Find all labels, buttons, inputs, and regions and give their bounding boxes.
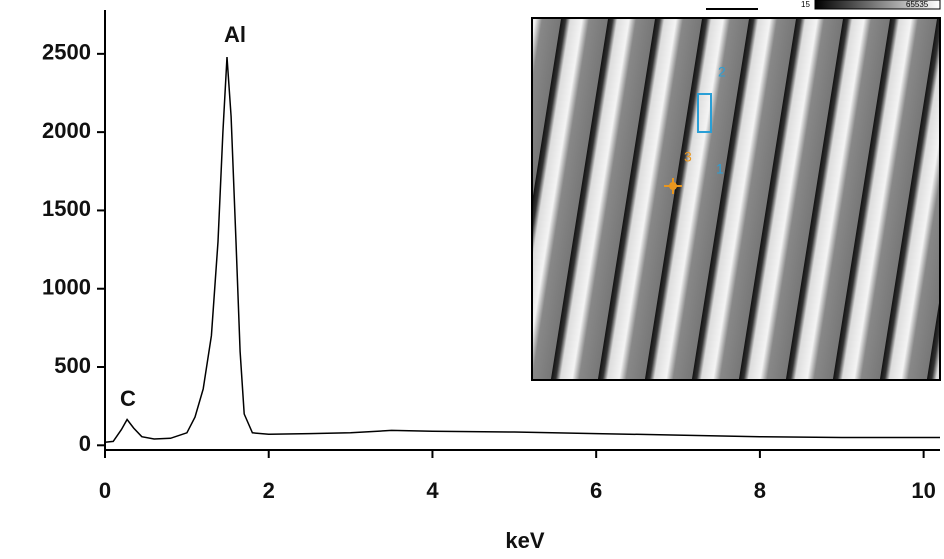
peak-label: Al [224,22,246,47]
y-tick-label: 0 [79,431,91,456]
region-label: 2 [718,64,726,80]
y-tick-label: 500 [54,353,91,378]
x-tick-label: 10 [911,478,935,503]
y-tick-label: 2000 [42,118,91,143]
x-tick-label: 2 [263,478,275,503]
x-axis-label: keV [505,528,544,553]
x-tick-label: 4 [426,478,439,503]
y-tick-label: 2500 [42,40,91,65]
x-tick-label: 6 [590,478,602,503]
colorbar-label: 65535 [906,0,929,9]
y-tick-label: 1000 [42,275,91,300]
region-label: 1 [716,161,724,177]
peak-label: C [120,386,136,411]
x-tick-label: 0 [99,478,111,503]
sem-inset: 2 1 3 15 65535 [531,0,941,381]
x-tick-label: 8 [754,478,766,503]
spectrum-line [104,56,940,443]
region-label: 3 [684,149,692,165]
y-tick-label: 1500 [42,196,91,221]
colorbar-label: 15 [801,0,810,9]
